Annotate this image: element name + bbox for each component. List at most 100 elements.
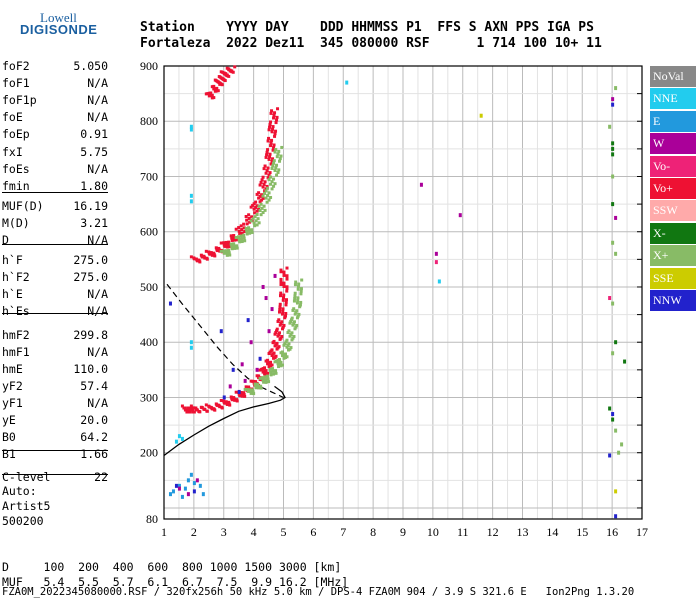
echo-point	[235, 246, 239, 250]
x-tick-label: 3	[221, 525, 227, 539]
echo-point	[281, 307, 285, 311]
echo-point	[182, 406, 186, 410]
echo-point	[225, 253, 229, 257]
echo-point	[269, 370, 273, 374]
param-name: yF1	[2, 395, 23, 410]
echo-point	[611, 412, 615, 417]
dashed-profile	[166, 283, 284, 399]
echo-point	[608, 296, 612, 301]
echo-point	[293, 283, 297, 287]
echo-point	[248, 388, 252, 392]
echo-point	[292, 307, 296, 311]
param-name: D	[2, 233, 9, 247]
echo-point	[289, 333, 293, 337]
echo-point	[611, 146, 615, 151]
echo-point	[285, 298, 289, 302]
echo-point	[257, 196, 261, 200]
echo-point	[251, 390, 255, 394]
echo-point	[299, 292, 303, 296]
echo-point	[256, 217, 260, 221]
echo-point	[458, 213, 462, 218]
echo-point	[263, 180, 267, 184]
echo-point	[273, 168, 277, 172]
echo-point	[250, 228, 254, 232]
echo-point	[277, 149, 281, 153]
echo-point	[204, 403, 208, 407]
echo-point	[232, 234, 236, 238]
echo-point	[272, 113, 276, 117]
echo-point	[229, 234, 233, 238]
param-name: h`E	[2, 287, 23, 302]
echo-point	[225, 251, 229, 255]
param-row: foF1 N/A	[2, 75, 108, 92]
echo-point	[237, 229, 241, 233]
echo-point	[611, 351, 615, 356]
echo-point	[227, 240, 231, 244]
echo-point	[266, 176, 270, 180]
echo-point	[254, 380, 258, 384]
param-value: N/A	[87, 344, 108, 359]
echo-point	[278, 159, 282, 163]
param-name: C-level	[2, 470, 51, 485]
echo-point	[300, 278, 304, 282]
echo-point	[240, 394, 244, 398]
echo-point	[259, 180, 263, 184]
echo-point	[277, 333, 281, 337]
echo-point	[293, 291, 297, 295]
echo-point	[267, 173, 271, 177]
echo-point	[239, 391, 243, 395]
echo-point	[269, 175, 273, 179]
echo-point	[266, 358, 270, 362]
echo-point	[437, 279, 441, 284]
echo-point	[272, 177, 276, 181]
echo-point	[273, 134, 277, 138]
echo-point	[232, 244, 236, 248]
echo-point	[186, 406, 190, 410]
echo-point	[281, 309, 285, 313]
echo-point	[230, 236, 234, 240]
echo-point	[264, 296, 268, 301]
echo-point	[258, 183, 262, 187]
echo-point	[192, 481, 196, 486]
param-name: fxI	[2, 144, 23, 159]
echo-point	[272, 116, 276, 120]
auto-code: 500200	[2, 514, 44, 528]
echo-point	[279, 336, 283, 340]
echo-point	[212, 84, 216, 88]
echo-point	[247, 228, 251, 232]
x-tick-label: 8	[370, 525, 376, 539]
echo-point	[294, 280, 298, 284]
param-row: h`F2 275.0	[2, 269, 108, 286]
echo-point	[270, 130, 274, 134]
x-tick-label: 15	[576, 525, 588, 539]
echo-point	[278, 323, 282, 327]
echo-point	[291, 308, 295, 312]
param-row: h`Es N/A	[2, 303, 108, 320]
echo-point	[257, 204, 261, 208]
echo-point	[279, 268, 283, 272]
echo-point	[271, 125, 275, 129]
echo-point	[240, 231, 244, 235]
echo-point	[611, 152, 615, 157]
echo-point	[285, 355, 289, 359]
echo-point	[212, 96, 216, 100]
echo-point	[254, 200, 258, 204]
echo-point	[255, 213, 259, 217]
param-row: foEp 0.91	[2, 126, 108, 143]
echo-point	[227, 74, 231, 78]
echo-point	[239, 234, 243, 238]
echo-point	[197, 258, 201, 262]
echo-point	[228, 384, 232, 389]
echo-point	[293, 296, 297, 300]
echo-point	[259, 386, 263, 390]
echo-point	[183, 408, 187, 412]
echo-point	[268, 367, 272, 371]
echo-point	[282, 296, 286, 300]
param-row: foF1p N/A	[2, 92, 108, 109]
echo-point	[244, 226, 248, 230]
echo-point	[227, 242, 231, 246]
echo-point	[230, 238, 234, 242]
echo-point	[235, 244, 239, 248]
echo-point	[268, 123, 272, 127]
param-value: N/A	[87, 395, 108, 410]
